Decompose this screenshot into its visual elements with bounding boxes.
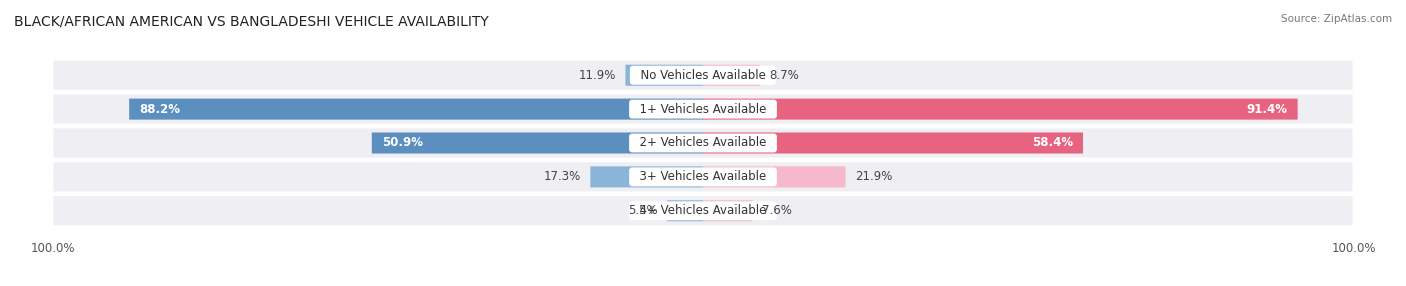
FancyBboxPatch shape xyxy=(52,59,1354,91)
Text: 50.9%: 50.9% xyxy=(381,136,423,150)
Text: 1+ Vehicles Available: 1+ Vehicles Available xyxy=(633,103,773,116)
FancyBboxPatch shape xyxy=(703,99,1298,120)
FancyBboxPatch shape xyxy=(626,65,703,86)
Text: 21.9%: 21.9% xyxy=(855,170,893,183)
Text: 58.4%: 58.4% xyxy=(1032,136,1073,150)
Text: 88.2%: 88.2% xyxy=(139,103,180,116)
Text: 2+ Vehicles Available: 2+ Vehicles Available xyxy=(633,136,773,150)
Text: 11.9%: 11.9% xyxy=(578,69,616,82)
Text: 91.4%: 91.4% xyxy=(1247,103,1288,116)
Text: Source: ZipAtlas.com: Source: ZipAtlas.com xyxy=(1281,14,1392,24)
Text: 4+ Vehicles Available: 4+ Vehicles Available xyxy=(633,204,773,217)
Text: 3+ Vehicles Available: 3+ Vehicles Available xyxy=(633,170,773,183)
FancyBboxPatch shape xyxy=(703,200,752,221)
FancyBboxPatch shape xyxy=(703,65,759,86)
FancyBboxPatch shape xyxy=(52,161,1354,192)
FancyBboxPatch shape xyxy=(703,132,1083,154)
FancyBboxPatch shape xyxy=(591,166,703,187)
FancyBboxPatch shape xyxy=(52,195,1354,227)
Text: 5.5%: 5.5% xyxy=(628,204,658,217)
FancyBboxPatch shape xyxy=(666,200,703,221)
FancyBboxPatch shape xyxy=(371,132,703,154)
FancyBboxPatch shape xyxy=(52,94,1354,125)
Text: No Vehicles Available: No Vehicles Available xyxy=(633,69,773,82)
FancyBboxPatch shape xyxy=(129,99,703,120)
Text: BLACK/AFRICAN AMERICAN VS BANGLADESHI VEHICLE AVAILABILITY: BLACK/AFRICAN AMERICAN VS BANGLADESHI VE… xyxy=(14,14,489,28)
FancyBboxPatch shape xyxy=(52,127,1354,159)
Text: 17.3%: 17.3% xyxy=(544,170,581,183)
FancyBboxPatch shape xyxy=(703,166,845,187)
Text: 7.6%: 7.6% xyxy=(762,204,792,217)
Text: 8.7%: 8.7% xyxy=(769,69,799,82)
